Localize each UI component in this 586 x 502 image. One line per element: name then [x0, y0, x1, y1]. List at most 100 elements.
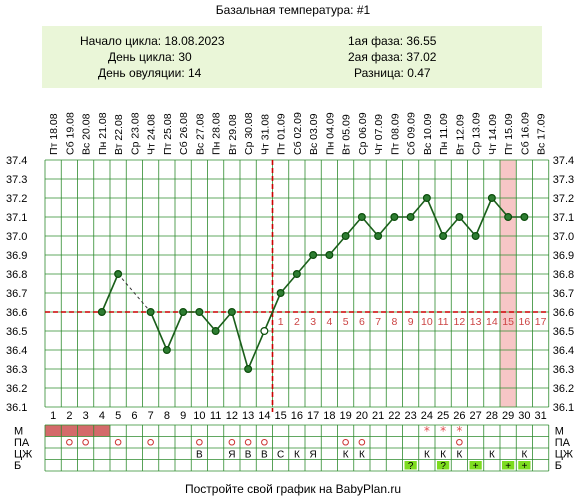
y-tick-label: 37.3: [6, 174, 27, 186]
y-tick-label-right: 37.0: [553, 231, 574, 243]
b-green-cell: [502, 461, 515, 470]
menstruation-cell: [77, 425, 94, 437]
b-mark: +: [473, 461, 479, 472]
menstruation-cell: [61, 425, 78, 437]
post-ovulation-day-label: 10: [421, 316, 433, 328]
temperature-segment: [377, 216, 395, 237]
cz-mark: В: [245, 450, 252, 461]
cz-mark: К: [424, 450, 430, 461]
day-label: 31: [535, 410, 547, 422]
date-label: Пт 01.09: [276, 113, 288, 155]
row-label-right: М: [555, 426, 564, 438]
temperature-point: [390, 213, 399, 222]
menstruation-cell: [93, 425, 110, 437]
date-label: Ср 30.08: [243, 112, 255, 155]
temperature-segment: [263, 292, 282, 332]
y-tick-label: 37.1: [6, 212, 27, 224]
day-label: 30: [518, 410, 530, 422]
date-label: Сб 02.09: [292, 112, 304, 155]
temperature-point: [341, 232, 350, 241]
post-ovulation-day-label: 15: [502, 316, 514, 328]
y-tick-label-right: 36.8: [553, 269, 574, 281]
post-ovulation-day-label: 17: [535, 316, 547, 328]
y-tick-label-right: 36.9: [553, 250, 574, 262]
day-label: 16: [291, 410, 303, 422]
day-label: 28: [486, 410, 498, 422]
day-label: 27: [470, 410, 482, 422]
date-label: Пн 28.08: [211, 112, 223, 155]
row-label-right: ЦЖ: [555, 449, 573, 461]
temperature-point: [162, 346, 171, 355]
temperature-point: [520, 213, 529, 222]
temperature-point: [114, 270, 123, 279]
footer-link[interactable]: Постройте свой график на BabyPlan.ru: [184, 482, 402, 496]
b-mark: ?: [440, 461, 446, 472]
date-label: Ср 13.09: [471, 112, 483, 155]
row-label: ЦЖ: [14, 449, 32, 461]
y-tick-label: 36.4: [6, 345, 27, 357]
date-label: Сб 26.08: [178, 112, 190, 155]
b-mark: ?: [408, 461, 414, 472]
y-tick-label-right: 36.4: [553, 345, 574, 357]
day-label: 29: [502, 410, 514, 422]
day-label: 7: [148, 410, 154, 422]
temperature-point: [406, 213, 415, 222]
date-label: Сб 09.09: [406, 112, 418, 155]
temperature-segment: [361, 216, 379, 237]
date-label: Вт 29.08: [227, 114, 239, 155]
day-label: 6: [131, 410, 137, 422]
pa-circle: [342, 438, 349, 446]
temperature-segment: [247, 330, 266, 370]
temperature-point: [439, 232, 448, 241]
temperature-point: [309, 251, 318, 260]
pa-circle: [82, 438, 89, 446]
temperature-point: [244, 365, 253, 374]
day-label: 26: [453, 410, 465, 422]
day-label: 18: [323, 410, 335, 422]
b-green-cell: [404, 461, 417, 470]
post-ovulation-day-label: 12: [454, 316, 466, 328]
y-tick-label: 36.8: [6, 269, 27, 281]
cz-mark: К: [343, 450, 349, 461]
post-ovulation-day-label: 3: [310, 316, 316, 328]
y-tick-label: 36.6: [6, 307, 27, 319]
temperature-segment: [101, 273, 119, 313]
date-label: Сб 19.08: [64, 112, 76, 155]
menstruation-star: *: [440, 424, 446, 438]
temperature-point: [325, 251, 334, 260]
day-label: 11: [210, 410, 221, 422]
cycle-info-panel: Начало цикла: 18.08.2023 День цикла: 30 …: [42, 26, 542, 88]
temperature-point: [227, 308, 236, 317]
day-label: 3: [83, 410, 89, 422]
cz-mark: С: [277, 450, 284, 461]
cz-mark: В: [261, 450, 268, 461]
day-label: 5: [115, 410, 121, 422]
cycle-start-text: Начало цикла: 18.08.2023: [80, 34, 225, 48]
post-ovulation-day-label: 7: [375, 316, 381, 328]
day-label: 4: [99, 410, 105, 422]
date-label: Вс 03.09: [308, 113, 320, 155]
temperature-point: [471, 232, 480, 241]
cz-mark: К: [456, 450, 462, 461]
day-label: 25: [437, 410, 449, 422]
y-tick-label: 36.7: [6, 288, 27, 300]
pa-circle: [196, 438, 203, 446]
pa-circle: [261, 438, 268, 446]
temperature-segment: [426, 197, 444, 237]
temperature-gap-segment: [117, 273, 152, 313]
date-label: Пн 11.09: [438, 113, 450, 155]
post-ovulation-day-label: 4: [326, 316, 332, 328]
day-label: 12: [226, 410, 238, 422]
y-tick-label-right: 36.7: [553, 288, 574, 300]
row-label-right: Б: [555, 460, 562, 472]
temperature-point: [504, 213, 513, 222]
date-label: Пт 18.08: [48, 113, 60, 155]
post-ovulation-day-label: 13: [470, 316, 482, 328]
temperature-segment: [345, 216, 363, 237]
cz-mark: К: [440, 450, 446, 461]
y-tick-label-right: 37.2: [553, 193, 574, 205]
y-tick-label-right: 37.1: [553, 212, 574, 224]
day-label: 13: [242, 410, 254, 422]
date-label: Пт 08.09: [389, 113, 401, 155]
